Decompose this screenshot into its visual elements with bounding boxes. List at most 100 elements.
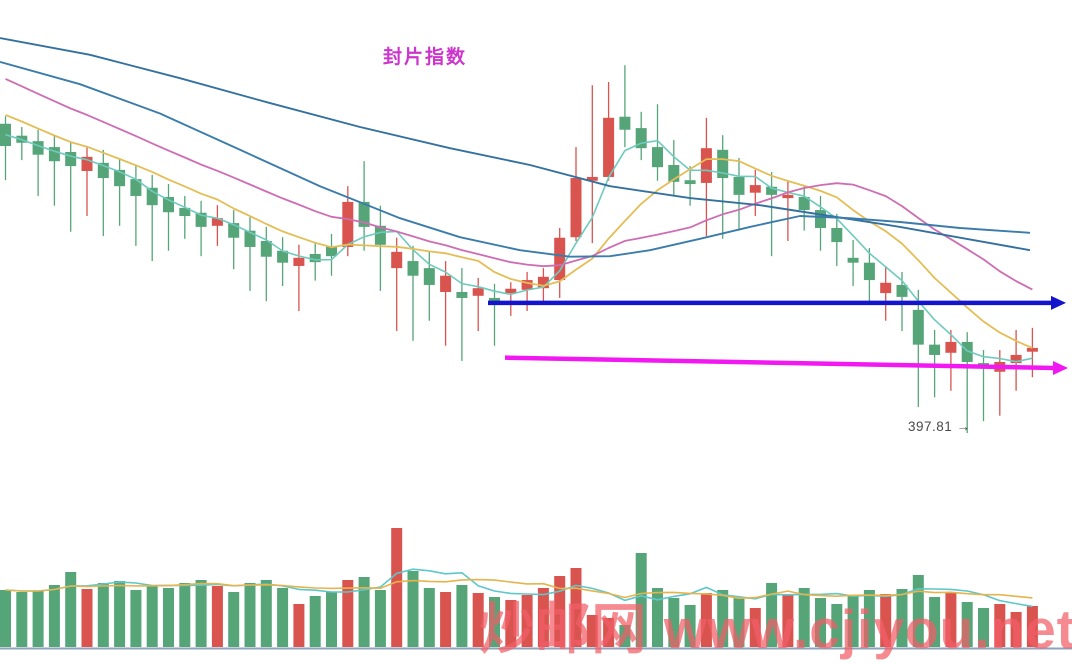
candle-body bbox=[456, 292, 468, 298]
candle-body bbox=[863, 262, 875, 281]
candle-body bbox=[309, 254, 321, 263]
candle-body bbox=[733, 176, 745, 195]
volume-bar bbox=[619, 625, 631, 647]
volume-bar bbox=[228, 592, 240, 647]
volume-bar bbox=[929, 597, 941, 647]
candle-body bbox=[668, 165, 680, 182]
candle-body bbox=[114, 169, 126, 187]
ma-line-18 bbox=[5, 78, 1033, 291]
long-ma40-line bbox=[0, 60, 1031, 258]
candle-body bbox=[391, 251, 403, 269]
blue-trend-arrow-head bbox=[1051, 295, 1066, 310]
candle-body bbox=[570, 178, 582, 238]
candle-body bbox=[880, 282, 892, 294]
volume-bar bbox=[277, 588, 289, 647]
ma-line-4 bbox=[5, 133, 1033, 363]
volume-bar bbox=[733, 598, 745, 647]
volume-bar bbox=[195, 580, 207, 647]
candle-body bbox=[537, 276, 549, 289]
candle-body bbox=[798, 197, 810, 211]
candle-body bbox=[700, 148, 712, 183]
volume-bar bbox=[831, 604, 843, 647]
volume-bar bbox=[896, 589, 908, 647]
candle-body bbox=[929, 344, 941, 355]
candle-body bbox=[505, 288, 517, 294]
ma-line-9 bbox=[5, 114, 1033, 349]
volume-bar bbox=[114, 581, 126, 647]
volume-bar bbox=[847, 596, 859, 647]
candle-body bbox=[163, 197, 174, 213]
candle-body bbox=[277, 250, 289, 263]
volume-bar bbox=[391, 528, 403, 647]
candle-body bbox=[717, 149, 729, 179]
candle-body bbox=[407, 261, 419, 276]
volume-bar bbox=[1010, 612, 1022, 647]
candle-body bbox=[293, 257, 305, 266]
volume-bar bbox=[782, 595, 794, 647]
candle-body bbox=[65, 151, 77, 167]
candle-body bbox=[749, 185, 761, 193]
volume-bar bbox=[358, 577, 370, 647]
volume-bar bbox=[880, 594, 892, 647]
candle-body bbox=[358, 201, 370, 227]
volume-bar bbox=[586, 615, 598, 647]
volume-bar bbox=[863, 590, 875, 647]
volume-bar bbox=[163, 588, 174, 647]
volume-bar bbox=[472, 593, 484, 647]
volume-bar bbox=[961, 602, 973, 647]
candle-body bbox=[1010, 354, 1022, 364]
chart-title: 封片指数 bbox=[383, 47, 468, 68]
candle-body bbox=[81, 156, 93, 171]
volume-bar bbox=[244, 583, 256, 647]
volume-bar bbox=[407, 571, 419, 647]
volume-bar bbox=[440, 592, 452, 647]
volume-ma-line-5 bbox=[5, 568, 1033, 608]
candle-body bbox=[896, 284, 908, 297]
candle-body bbox=[635, 128, 647, 149]
candle-body bbox=[603, 117, 615, 177]
candle-body bbox=[440, 275, 452, 292]
magenta-trend-arrow bbox=[504, 355, 1055, 371]
candle-body bbox=[961, 341, 973, 363]
candle-body bbox=[146, 187, 158, 206]
candle-body bbox=[652, 147, 663, 168]
candle-body bbox=[423, 268, 435, 285]
candle-body bbox=[489, 297, 500, 303]
volume-bar bbox=[717, 590, 729, 647]
volume-bar bbox=[635, 553, 647, 647]
candle-body bbox=[1026, 347, 1038, 352]
volume-bar bbox=[978, 608, 989, 647]
candle-body bbox=[684, 180, 696, 185]
volume-bar bbox=[603, 618, 615, 647]
candle-body bbox=[912, 309, 924, 345]
volume-bar bbox=[179, 583, 191, 647]
volume-bar bbox=[570, 568, 582, 647]
volume-bar bbox=[374, 590, 386, 647]
volume-bar bbox=[456, 585, 468, 647]
candle-body bbox=[48, 147, 60, 162]
volume-bar bbox=[423, 588, 435, 647]
volume-bar bbox=[652, 588, 663, 647]
candle-body bbox=[815, 210, 826, 228]
candle-body bbox=[847, 257, 859, 263]
volume-bar bbox=[32, 591, 44, 647]
volume-bar bbox=[48, 585, 60, 647]
long-ma60-line bbox=[0, 37, 1031, 252]
volume-bar bbox=[65, 572, 77, 647]
candle-body bbox=[97, 162, 109, 179]
volume-bar bbox=[146, 585, 158, 647]
volume-bar bbox=[554, 576, 566, 647]
magenta-trend-arrow-head bbox=[1053, 360, 1068, 375]
volume-bar bbox=[293, 604, 305, 647]
candle-body bbox=[521, 280, 533, 290]
volume-bar bbox=[130, 590, 142, 647]
volume-bar bbox=[309, 596, 321, 647]
volume-bar bbox=[766, 583, 778, 647]
volume-bar bbox=[945, 592, 957, 647]
candle-body bbox=[782, 194, 794, 199]
volume-bar bbox=[260, 580, 272, 647]
volume-bar bbox=[700, 593, 712, 647]
candle-body bbox=[130, 179, 142, 196]
candle-body bbox=[326, 246, 337, 257]
volume-bar bbox=[342, 580, 354, 647]
